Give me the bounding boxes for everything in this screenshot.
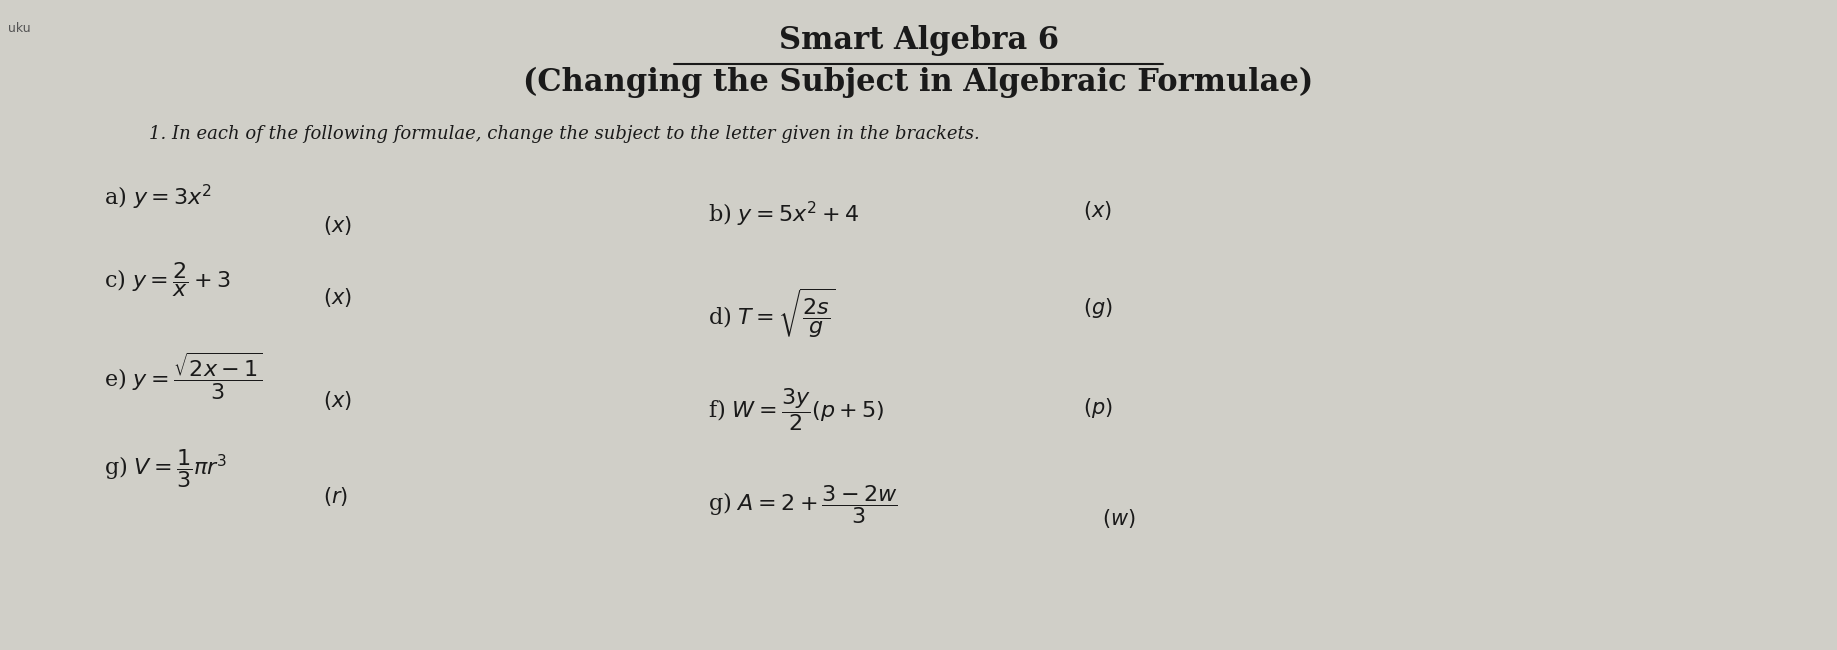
- Text: e) $y = \dfrac{\sqrt{2x-1}}{3}$: e) $y = \dfrac{\sqrt{2x-1}}{3}$: [103, 351, 263, 402]
- Text: $(r)$: $(r)$: [323, 485, 349, 508]
- Text: $(p)$: $(p)$: [1084, 396, 1113, 420]
- Text: $(x)$: $(x)$: [323, 287, 353, 309]
- Text: $(x)$: $(x)$: [323, 389, 353, 413]
- Text: d) $T = \sqrt{\dfrac{2s}{g}}$: d) $T = \sqrt{\dfrac{2s}{g}}$: [707, 287, 836, 340]
- Text: f) $W = \dfrac{3y}{2}(p + 5)$: f) $W = \dfrac{3y}{2}(p + 5)$: [707, 386, 884, 433]
- Text: uku: uku: [9, 22, 31, 35]
- Text: a) $y = 3x^2$: a) $y = 3x^2$: [103, 183, 211, 213]
- Text: g) $A = 2 + \dfrac{3-2w}{3}$: g) $A = 2 + \dfrac{3-2w}{3}$: [707, 483, 898, 526]
- Text: $(w)$: $(w)$: [1102, 507, 1135, 530]
- Text: $(x)$: $(x)$: [323, 214, 353, 237]
- Text: g) $V = \dfrac{1}{3}\pi r^3$: g) $V = \dfrac{1}{3}\pi r^3$: [103, 447, 228, 490]
- Text: 1. In each of the following formulae, change the subject to the letter given in : 1. In each of the following formulae, ch…: [149, 125, 981, 143]
- Text: c) $y = \dfrac{2}{x} + 3$: c) $y = \dfrac{2}{x} + 3$: [103, 261, 231, 300]
- Text: Smart Algebra 6: Smart Algebra 6: [779, 25, 1058, 57]
- Text: $(x)$: $(x)$: [1084, 200, 1111, 222]
- Text: (Changing the Subject in Algebraic Formulae): (Changing the Subject in Algebraic Formu…: [524, 67, 1313, 98]
- Text: $(g)$: $(g)$: [1084, 296, 1113, 320]
- Text: b) $y = 5x^2 + 4$: b) $y = 5x^2 + 4$: [707, 200, 860, 229]
